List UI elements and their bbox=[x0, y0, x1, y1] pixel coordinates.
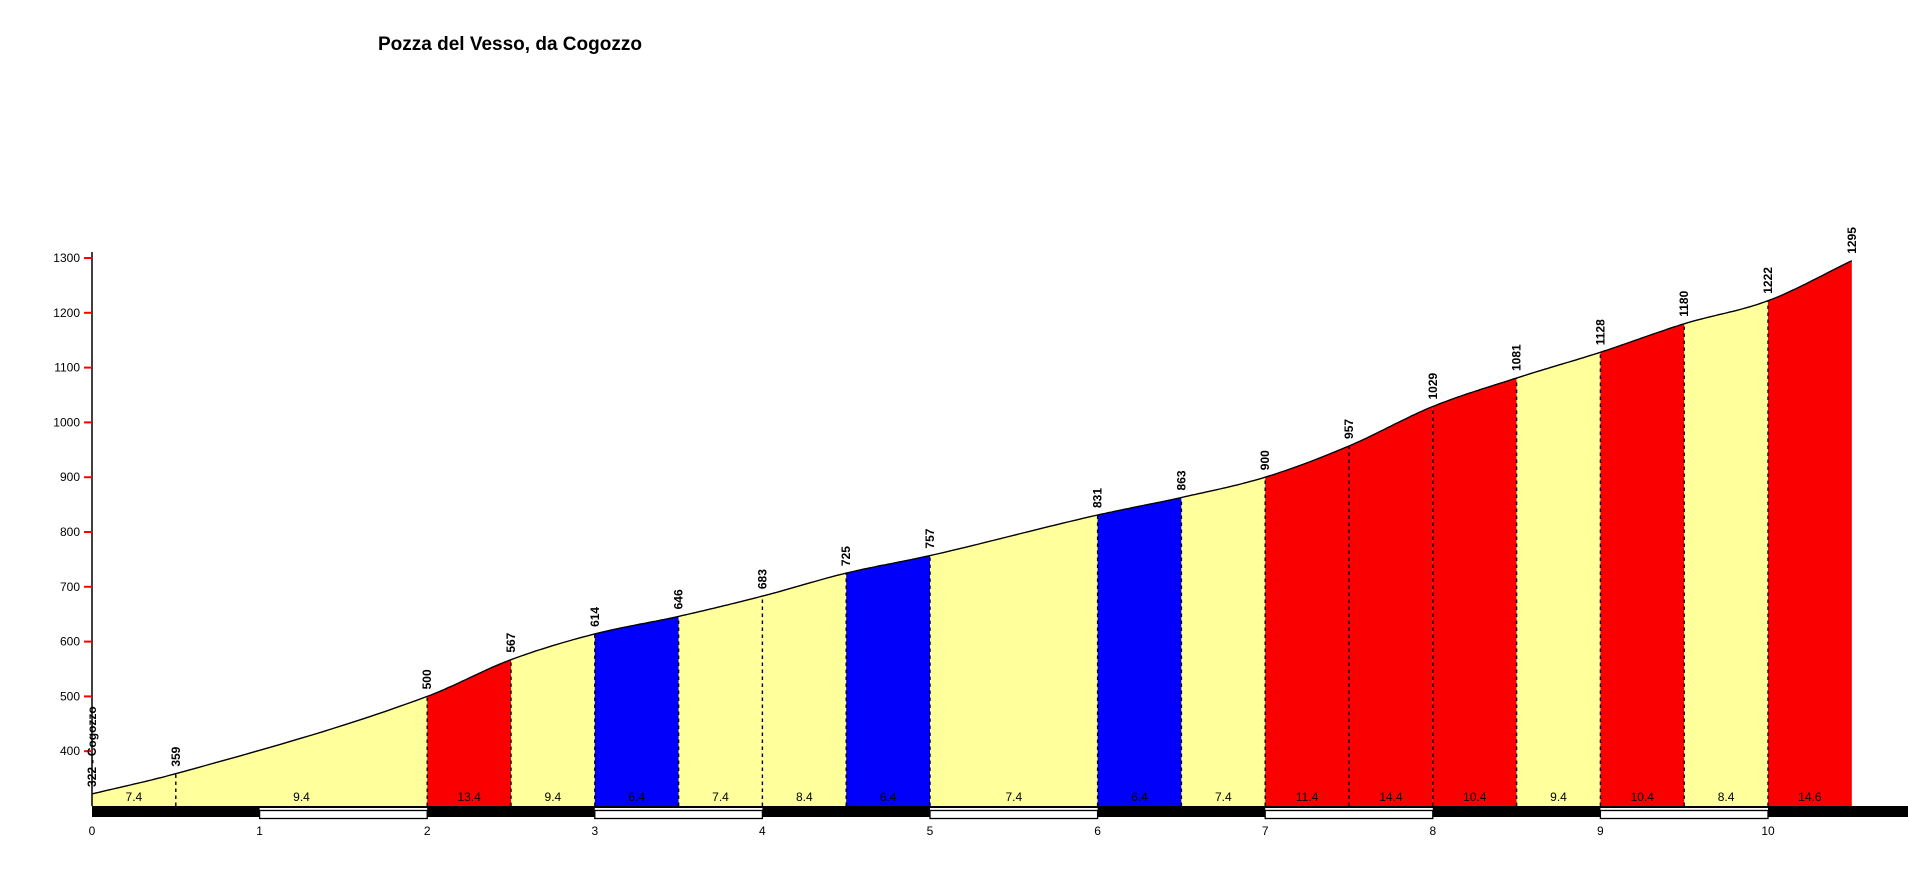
km-bar-black-cell bbox=[1097, 806, 1266, 817]
x-axis-tick-label: 3 bbox=[591, 824, 598, 838]
gradient-label: 7.4 bbox=[1215, 790, 1232, 804]
x-axis-tick-label: 10 bbox=[1761, 824, 1775, 838]
km-bar-white-cell bbox=[594, 809, 764, 820]
profile-segment-fill bbox=[1097, 497, 1182, 806]
elevation-label: 500 bbox=[420, 669, 434, 689]
km-bar-black-cell bbox=[762, 806, 930, 817]
y-axis-tick-label: 1300 bbox=[53, 251, 80, 265]
x-axis-tick-label: 5 bbox=[927, 824, 934, 838]
gradient-label: 7.4 bbox=[126, 790, 143, 804]
elevation-label: 900 bbox=[1258, 450, 1272, 470]
gradient-label: 9.4 bbox=[293, 790, 310, 804]
profile-segment-fill bbox=[1516, 352, 1601, 806]
x-axis-tick-label: 0 bbox=[89, 824, 96, 838]
elevation-label: 957 bbox=[1342, 419, 1356, 439]
x-axis-tick-label: 6 bbox=[1094, 824, 1101, 838]
y-axis-tick-label: 1200 bbox=[53, 306, 80, 320]
gradient-label: 10.4 bbox=[1631, 790, 1655, 804]
profile-segment-fill bbox=[1684, 300, 1768, 806]
gradient-label: 9.4 bbox=[545, 790, 562, 804]
y-axis-tick-label: 1000 bbox=[53, 415, 80, 429]
gradient-label: 8.4 bbox=[796, 790, 813, 804]
km-bar-black-cell bbox=[427, 806, 595, 817]
x-axis-tick-label: 1 bbox=[256, 824, 263, 838]
km-bar-white-cell bbox=[929, 809, 1099, 820]
gradient-label: 13.4 bbox=[457, 790, 481, 804]
elevation-label: 1222 bbox=[1761, 267, 1775, 294]
y-axis-tick-label: 800 bbox=[60, 525, 80, 539]
profile-segment-fill bbox=[1432, 378, 1517, 806]
km-bar-black-cell bbox=[92, 806, 260, 817]
profile-segment-fill bbox=[678, 596, 763, 806]
x-axis-tick-label: 2 bbox=[424, 824, 431, 838]
gradient-label: 6.4 bbox=[1131, 790, 1148, 804]
elevation-label: 1029 bbox=[1426, 372, 1440, 399]
profile-segment-fill bbox=[846, 555, 930, 806]
gradient-label: 9.4 bbox=[1550, 790, 1567, 804]
x-axis-tick-label: 4 bbox=[759, 824, 766, 838]
profile-line bbox=[91, 260, 1853, 795]
elevation-label: 1295 bbox=[1845, 227, 1859, 254]
chart-title: Pozza del Vesso, da Cogozzo bbox=[378, 34, 642, 55]
elevation-label: 863 bbox=[1174, 470, 1188, 490]
x-axis-tick-label: 9 bbox=[1597, 824, 1604, 838]
gradient-label: 6.4 bbox=[880, 790, 897, 804]
elevation-label: 725 bbox=[839, 546, 853, 566]
profile-segment-fill bbox=[1181, 477, 1266, 806]
y-axis-tick-label: 600 bbox=[60, 635, 80, 649]
gradient-label: 8.4 bbox=[1718, 790, 1735, 804]
y-axis-tick-label: 1100 bbox=[54, 361, 80, 375]
profile-segment-fill bbox=[427, 659, 511, 806]
x-axis-tick-label: 7 bbox=[1262, 824, 1269, 838]
elevation-label: 614 bbox=[588, 607, 602, 627]
y-axis-tick-label: 500 bbox=[60, 689, 80, 703]
km-bar-white-cell bbox=[1599, 809, 1769, 820]
profile-segment-fill bbox=[175, 696, 428, 806]
elevation-label: 567 bbox=[504, 632, 518, 652]
km-bar-black-cell bbox=[1768, 806, 1908, 817]
km-bar-white-cell bbox=[258, 809, 428, 820]
profile-segment-fill bbox=[762, 573, 847, 806]
elevation-label: 1180 bbox=[1677, 290, 1691, 316]
gradient-label: 10.4 bbox=[1463, 790, 1487, 804]
elevation-label: 359 bbox=[169, 746, 183, 766]
elevation-label: 757 bbox=[923, 528, 937, 548]
profile-segment-fill bbox=[511, 633, 595, 806]
profile-segment-fill bbox=[92, 773, 176, 806]
elevation-label: 831 bbox=[1091, 488, 1105, 508]
x-axis-tick-label: 8 bbox=[1429, 824, 1436, 838]
gradient-label: 14.4 bbox=[1379, 790, 1403, 804]
gradient-label: 14.6 bbox=[1798, 790, 1822, 804]
gradient-label: 6.4 bbox=[628, 790, 645, 804]
profile-segment-fill bbox=[930, 515, 1098, 806]
profile-segment-fill bbox=[1600, 323, 1685, 806]
km-bar-white-cell bbox=[1264, 809, 1434, 820]
gradient-label: 11.4 bbox=[1296, 790, 1319, 804]
elevation-label: 646 bbox=[672, 589, 686, 609]
elevation-label: 683 bbox=[755, 569, 769, 589]
gradient-label: 7.4 bbox=[1005, 790, 1022, 804]
profile-segment-fill bbox=[594, 616, 679, 806]
profile-segment-fill bbox=[1349, 406, 1433, 806]
y-axis-tick-label: 400 bbox=[60, 744, 80, 758]
y-axis-tick-label: 900 bbox=[60, 470, 80, 484]
profile-segment-fill bbox=[1768, 260, 1852, 806]
y-axis-tick-label: 700 bbox=[60, 580, 80, 594]
elevation-label: 1128 bbox=[1593, 319, 1607, 345]
profile-segment-fill bbox=[1265, 446, 1349, 806]
elevation-label: 1081 bbox=[1510, 344, 1524, 371]
elevation-label: 322 - Cogozzo bbox=[85, 706, 99, 787]
gradient-label: 7.4 bbox=[712, 790, 729, 804]
km-bar-black-cell bbox=[1432, 806, 1601, 817]
